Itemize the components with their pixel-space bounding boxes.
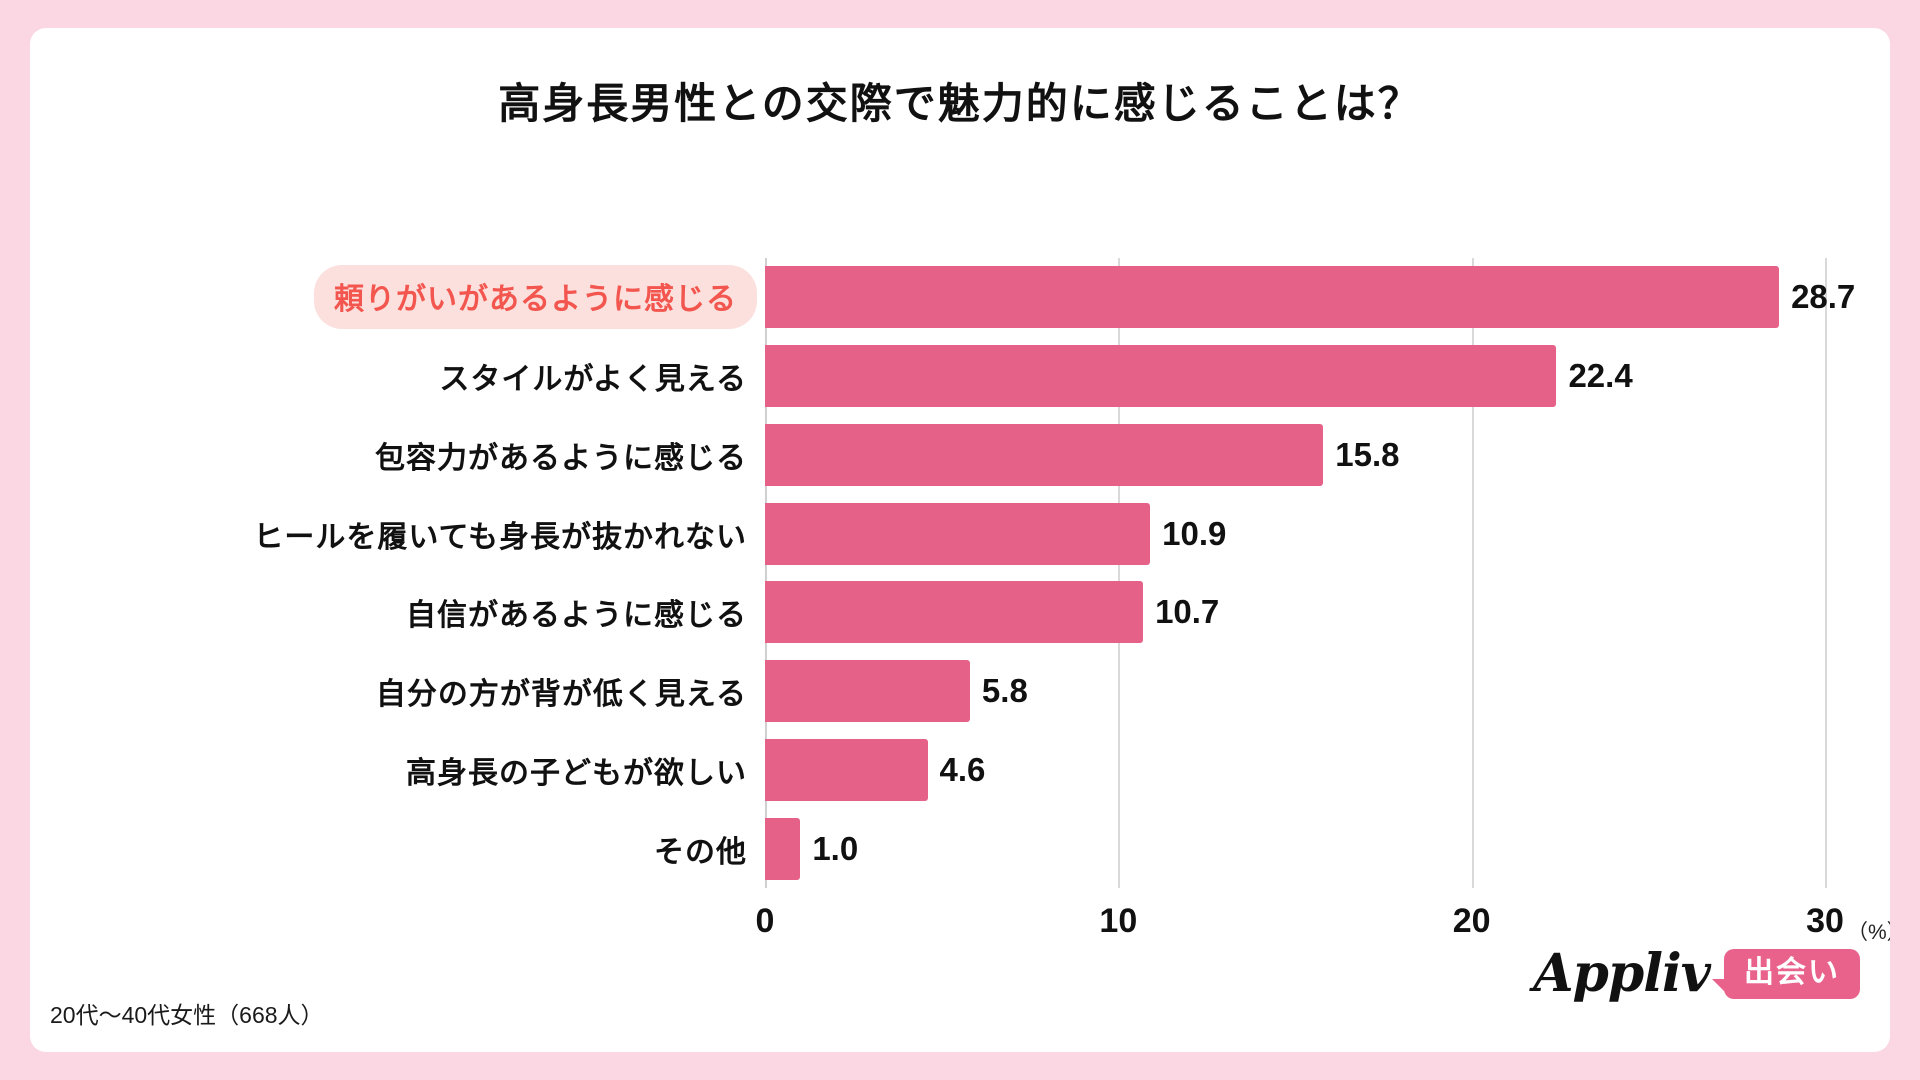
bar (765, 423, 1324, 486)
category-label: 自信があるように感じる (406, 599, 747, 633)
brand-category-badge: 出会い (1712, 949, 1860, 999)
x-axis: 0 10 20 30（%） (756, 894, 1890, 954)
bar-row: 28.7 (765, 258, 1855, 337)
bar-row: 4.6 (765, 731, 1830, 810)
bar-row: 5.8 (765, 652, 1830, 731)
bar-row: 22.4 (765, 337, 1830, 416)
bar (765, 502, 1151, 565)
category-label: 包容力があるように感じる (375, 441, 747, 475)
category-row: 自分の方が背が低く見える (110, 652, 765, 731)
bar-value-label: 1.0 (812, 829, 859, 867)
x-tick-label: 20 (1452, 902, 1491, 940)
bar-value-label: 5.8 (981, 672, 1028, 710)
bar-with-value: 5.8 (765, 660, 1028, 723)
category-label: ヒールを履いても身長が抜かれない (253, 520, 747, 554)
bar-with-value: 4.6 (765, 738, 986, 801)
bar-with-value: 10.7 (765, 581, 1220, 644)
bar (765, 345, 1557, 408)
bar-with-value: 22.4 (765, 345, 1633, 408)
category-row: その他 (110, 809, 765, 888)
bar-row: 10.9 (765, 494, 1830, 573)
bar (765, 738, 928, 801)
chart-card: 高身長男性との交際で魅力的に感じることは？ 頼りがいがあるように感じるスタイルが… (30, 28, 1890, 1052)
appliv-wordmark: Appliv (1533, 943, 1711, 1004)
bar-row: 10.7 (765, 573, 1830, 652)
x-tick-label: 0 (755, 902, 775, 940)
bar-row: 1.0 (765, 809, 1830, 888)
category-row: 頼りがいがあるように感じる (110, 258, 765, 337)
bars-column: 28.7 22.4 15.8 10.9 10.7 5.8 4.6 1.0 (765, 258, 1855, 888)
category-row: 自信があるように感じる (110, 573, 765, 652)
bar (765, 817, 801, 880)
category-row: スタイルがよく見える (110, 337, 765, 416)
bar-with-value: 10.9 (765, 502, 1227, 565)
bar-row: 15.8 (765, 416, 1830, 495)
category-row: ヒールを履いても身長が抜かれない (110, 494, 765, 573)
bar-with-value: 15.8 (765, 423, 1400, 486)
bar-with-value: 28.7 (765, 266, 1856, 329)
category-labels-column: 頼りがいがあるように感じるスタイルがよく見える包容力があるように感じるヒールを履… (110, 258, 765, 888)
bar-value-label: 10.7 (1155, 593, 1220, 631)
page-title: 高身長男性との交際で魅力的に感じることは？ (498, 80, 1422, 127)
x-axis-unit-label: （%） (1847, 921, 1890, 944)
chart-plot-area: 頼りがいがあるように感じるスタイルがよく見える包容力があるように感じるヒールを履… (110, 258, 1890, 958)
category-label: 自分の方が背が低く見える (375, 678, 747, 712)
bar (765, 266, 1780, 329)
bar-value-label: 28.7 (1791, 278, 1856, 316)
bar-value-label: 22.4 (1568, 357, 1633, 395)
bar (765, 660, 970, 723)
bar-value-label: 4.6 (939, 750, 986, 788)
brand-logo: Appliv 出会い (1533, 948, 1860, 1000)
category-label: 頼りがいがあるように感じる (314, 265, 757, 330)
category-row: 包容力があるように感じる (110, 416, 765, 495)
category-label: その他 (654, 835, 747, 869)
bar-with-value: 1.0 (765, 817, 859, 880)
bar-value-label: 15.8 (1335, 435, 1400, 473)
category-label: スタイルがよく見える (439, 363, 747, 397)
x-tick-label: 30 (1806, 902, 1844, 940)
bar-value-label: 10.9 (1162, 514, 1227, 552)
category-label: 高身長の子どもが欲しい (406, 756, 747, 790)
category-row: 高身長の子どもが欲しい (110, 731, 765, 810)
bar (765, 581, 1144, 644)
x-tick-label: 10 (1099, 902, 1138, 940)
sample-footnote: 20代〜40代女性（668人） (50, 1002, 324, 1028)
